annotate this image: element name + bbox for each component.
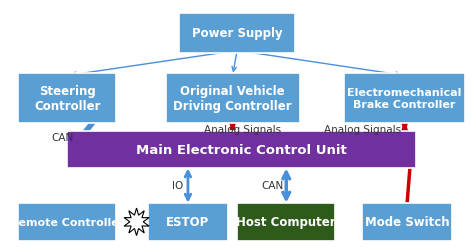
FancyBboxPatch shape <box>148 203 228 241</box>
Text: Analog Signals: Analog Signals <box>324 124 401 134</box>
FancyBboxPatch shape <box>344 74 465 123</box>
Text: Original Vehicle
Driving Controller: Original Vehicle Driving Controller <box>173 85 292 113</box>
Text: Electromechanical
Brake Controller: Electromechanical Brake Controller <box>347 88 462 109</box>
FancyBboxPatch shape <box>237 203 336 241</box>
Text: CAN: CAN <box>52 132 74 142</box>
Text: Mode Switch: Mode Switch <box>365 215 449 228</box>
FancyBboxPatch shape <box>67 131 416 168</box>
FancyBboxPatch shape <box>179 14 295 54</box>
FancyBboxPatch shape <box>18 74 117 123</box>
Text: CAN: CAN <box>262 180 284 190</box>
Text: Host Computer: Host Computer <box>237 215 336 228</box>
Text: Main Electronic Control Unit: Main Electronic Control Unit <box>136 143 347 156</box>
Text: ESTOP: ESTOP <box>166 215 210 228</box>
FancyBboxPatch shape <box>362 203 452 241</box>
FancyBboxPatch shape <box>18 203 117 241</box>
Text: Analog Signals: Analog Signals <box>203 124 281 134</box>
Text: Power Supply: Power Supply <box>192 27 283 40</box>
Text: Remote Controller: Remote Controller <box>10 217 124 227</box>
Text: IO: IO <box>172 180 183 190</box>
FancyBboxPatch shape <box>165 74 300 123</box>
Polygon shape <box>124 208 149 236</box>
Text: Steering
Controller: Steering Controller <box>34 85 100 113</box>
